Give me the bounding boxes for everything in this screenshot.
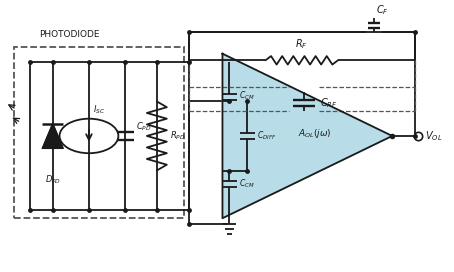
Text: $C_{RF}$: $C_{RF}$ [320,96,338,110]
Text: PHOTODIODE: PHOTODIODE [39,30,100,39]
Text: $C_{PD}$: $C_{PD}$ [136,121,152,133]
Text: $R_F$: $R_F$ [295,37,308,51]
Text: $C_{DIFF}$: $C_{DIFF}$ [257,130,276,142]
Text: $A_{OL}(j\omega)$: $A_{OL}(j\omega)$ [298,127,332,140]
Text: $D_{PD}$: $D_{PD}$ [44,173,61,186]
Text: $R_{PD}$: $R_{PD}$ [170,130,186,142]
Polygon shape [222,54,392,218]
Text: $V_{OL}$: $V_{OL}$ [425,129,442,143]
Text: $C_{CM}$: $C_{CM}$ [239,90,254,102]
Polygon shape [42,123,63,148]
Text: $I_{SC}$: $I_{SC}$ [94,104,106,116]
Text: $C_{CM}$: $C_{CM}$ [239,178,254,190]
Text: $C_F$: $C_F$ [376,3,389,17]
